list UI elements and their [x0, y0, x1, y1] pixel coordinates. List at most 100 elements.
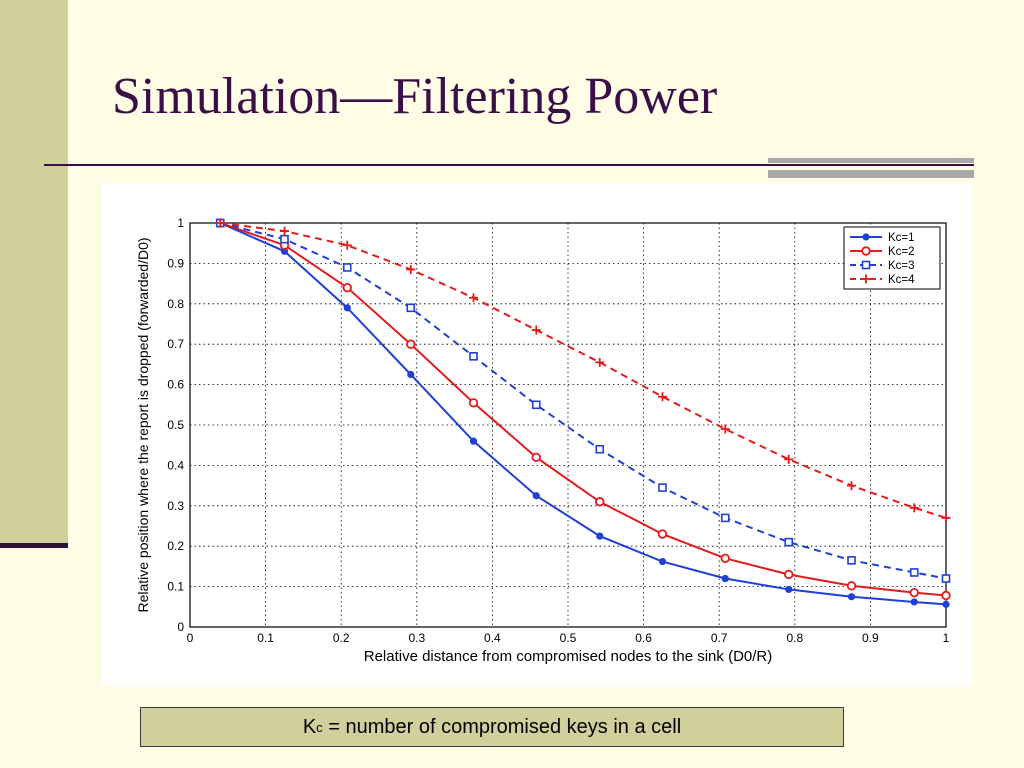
- legend-item: Kc=1: [850, 232, 915, 244]
- data-point: [342, 240, 352, 250]
- axis-ticks: 0 0.1 0.2 0.3 0.4 0.5 0.6 0.7 0.8 0.9 1 0 0.1 0.2 0.3 0…: [167, 216, 949, 645]
- series-line: [219, 222, 947, 597]
- x-tick-label: 0.3: [408, 631, 425, 645]
- legend-item: Kc=4: [850, 274, 915, 286]
- data-point: [406, 339, 416, 349]
- accent-bar-bottom: [768, 170, 974, 178]
- y-axis-label: Relative position where the report is dr…: [135, 237, 151, 612]
- data-point: [407, 370, 415, 379]
- data-point: [215, 218, 225, 228]
- data-point: [784, 537, 794, 547]
- data-point: [342, 263, 352, 272]
- x-tick-label: 0.8: [786, 631, 803, 645]
- chart-panel: 0 0.1 0.2 0.3 0.4 0.5 0.6 0.7 0.8 0.9 1 0 0.1 0.2 0.3 0…: [102, 183, 972, 686]
- data-point: [468, 398, 479, 408]
- data-point: [531, 452, 541, 463]
- data-point: [861, 260, 871, 270]
- data-point: [909, 587, 919, 598]
- data-point: [942, 600, 950, 608]
- data-point: [280, 226, 289, 236]
- y-tick-label: 0.9: [167, 256, 184, 270]
- y-tick-label: 0.7: [167, 337, 184, 351]
- data-point: [909, 503, 919, 513]
- x-tick-label: 0.6: [635, 631, 652, 645]
- data-point: [596, 532, 604, 540]
- data-point: [406, 264, 416, 274]
- data-point: [721, 574, 729, 583]
- x-tick-label: 0.7: [711, 631, 728, 645]
- grid: [189, 222, 947, 628]
- y-tick-label: 0.5: [167, 418, 184, 432]
- data-point: [532, 492, 540, 500]
- data-point: [941, 590, 951, 601]
- data-point: [406, 303, 416, 313]
- data-point: [784, 454, 794, 464]
- data-point: [531, 400, 541, 410]
- data-point: [720, 513, 730, 523]
- accent-bar-top: [768, 158, 974, 163]
- data-point: [280, 234, 289, 244]
- x-tick-label: 0: [187, 631, 194, 645]
- legend-label: Kc=3: [888, 260, 915, 272]
- y-tick-label: 0.3: [167, 499, 184, 513]
- caption-symbol: K: [302, 715, 317, 738]
- y-tick-label: 1: [177, 216, 184, 230]
- legend-label: Kc=1: [888, 232, 915, 244]
- data-point: [343, 304, 351, 312]
- data-point: [342, 282, 352, 293]
- data-point: [909, 568, 919, 577]
- y-tick-label: 0.2: [167, 539, 184, 553]
- series-kc-4: [215, 218, 951, 523]
- slide-title: Simulation—Filtering Power: [112, 68, 718, 125]
- series-group: [215, 218, 951, 608]
- data-point: [595, 444, 605, 454]
- x-axis-label: Relative distance from compromised nodes…: [364, 648, 773, 665]
- y-tick-label: 0: [177, 620, 184, 634]
- data-point: [469, 437, 478, 445]
- data-point: [846, 581, 857, 591]
- y-tick-label: 0.1: [167, 580, 184, 594]
- left-decor-rule: [0, 543, 68, 548]
- x-tick-label: 1: [943, 631, 950, 645]
- y-tick-label: 0.6: [167, 378, 184, 392]
- legend-label: Kc=4: [888, 274, 915, 286]
- data-point: [720, 424, 730, 434]
- x-tick-label: 0.4: [484, 631, 501, 645]
- data-point: [861, 246, 871, 256]
- data-point: [469, 352, 478, 361]
- data-point: [657, 529, 668, 539]
- series-kc-2: [215, 218, 951, 601]
- plot-frame: [189, 222, 947, 628]
- data-point: [861, 274, 871, 284]
- series-line: [219, 222, 947, 606]
- series-kc-1: [216, 219, 950, 608]
- data-point: [862, 233, 870, 241]
- line-chart: 0 0.1 0.2 0.3 0.4 0.5 0.6 0.7 0.8 0.9 1 0 0.1 0.2 0.3 0…: [135, 216, 951, 665]
- x-tick-label: 0.1: [257, 631, 274, 645]
- x-tick-label: 0.2: [333, 631, 350, 645]
- legend-label: Kc=2: [888, 246, 915, 258]
- data-point: [847, 556, 856, 565]
- data-point: [910, 598, 918, 606]
- data-point: [785, 585, 793, 594]
- data-point: [658, 557, 667, 566]
- caption-text: = number of compromised keys in a cell: [322, 715, 682, 738]
- y-tick-label: 0.8: [167, 297, 184, 311]
- x-tick-label: 0.5: [560, 631, 577, 645]
- legend-item: Kc=3: [850, 260, 915, 272]
- data-point: [595, 497, 605, 507]
- series-line: [220, 222, 947, 519]
- y-tick-label: 0.4: [167, 458, 184, 472]
- data-point: [720, 553, 730, 564]
- data-point: [658, 483, 667, 492]
- data-point: [784, 569, 794, 580]
- title-divider: [44, 164, 974, 166]
- data-point: [469, 293, 478, 303]
- x-tick-label: 0.9: [862, 631, 879, 645]
- caption-subscript: c: [316, 719, 323, 735]
- data-point: [531, 325, 541, 335]
- data-point: [847, 481, 856, 491]
- data-point: [941, 513, 951, 523]
- left-decor-band: [0, 0, 68, 548]
